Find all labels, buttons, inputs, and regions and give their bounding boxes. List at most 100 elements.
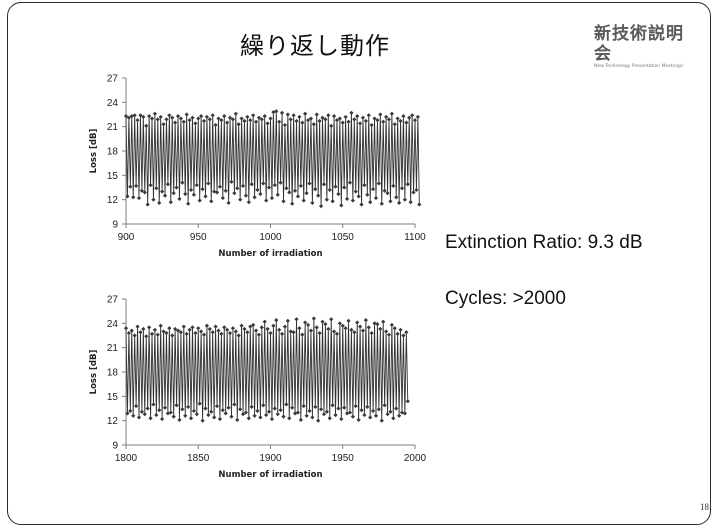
data-point — [168, 410, 173, 415]
data-point — [256, 115, 262, 120]
data-point — [194, 412, 199, 417]
data-point — [408, 200, 413, 205]
data-point — [259, 325, 264, 330]
data-point — [239, 116, 244, 121]
data-point — [188, 416, 194, 421]
data-point — [357, 121, 363, 126]
data-point — [125, 411, 130, 416]
data-point — [284, 402, 289, 407]
data-point — [357, 324, 363, 329]
data-point — [316, 193, 321, 198]
data-point — [355, 114, 360, 119]
data-point — [290, 201, 295, 206]
data-point — [242, 118, 247, 124]
data-point — [404, 120, 409, 125]
data-point — [233, 329, 238, 334]
data-point — [378, 112, 383, 117]
data-point — [346, 318, 351, 323]
data-point — [415, 114, 420, 120]
data-point — [170, 115, 175, 120]
data-point — [353, 189, 358, 194]
data-point — [320, 319, 325, 324]
data-point — [330, 403, 335, 408]
data-point — [375, 118, 380, 123]
data-point — [323, 322, 328, 327]
y-tick-label: 15 — [107, 392, 119, 403]
data-point — [287, 190, 292, 195]
data-point — [311, 316, 316, 321]
data-point — [123, 326, 129, 331]
data-point — [227, 330, 233, 336]
data-point — [225, 327, 230, 332]
extinction-ratio-text: Extinction Ratio: 9.3 dB — [445, 232, 643, 253]
data-point — [223, 411, 228, 416]
data-point — [183, 413, 188, 418]
data-point — [350, 414, 355, 419]
data-point — [397, 200, 402, 206]
data-point — [313, 404, 318, 409]
data-point — [274, 109, 279, 114]
data-point — [402, 411, 407, 416]
data-point — [388, 199, 393, 204]
data-point — [251, 322, 256, 328]
data-point — [324, 409, 329, 414]
data-point — [240, 183, 246, 188]
data-point — [225, 120, 230, 125]
data-point — [175, 114, 181, 119]
data-point — [210, 330, 215, 335]
data-point — [148, 182, 153, 188]
data-point — [359, 408, 364, 413]
data-point — [304, 413, 309, 418]
data-point — [366, 325, 371, 330]
data-point — [134, 403, 139, 409]
data-point — [369, 330, 374, 336]
data-point — [310, 415, 315, 420]
data-point — [381, 119, 386, 124]
data-point — [206, 181, 211, 186]
data-point — [219, 331, 224, 336]
data-point — [157, 408, 162, 413]
data-point — [197, 401, 202, 406]
y-tick-label: 12 — [107, 416, 119, 427]
data-point — [343, 326, 348, 331]
y-tick-label: 21 — [107, 122, 119, 133]
data-point — [320, 115, 325, 120]
data-point — [327, 416, 332, 421]
x-axis-title: Number of irradiation — [218, 249, 322, 259]
data-point — [271, 109, 276, 115]
data-point — [230, 326, 236, 331]
data-point — [255, 408, 260, 414]
data-point — [368, 200, 373, 205]
data-point — [310, 200, 315, 206]
data-point — [412, 118, 418, 123]
data-point — [149, 331, 155, 336]
data-point — [135, 118, 140, 123]
data-point — [154, 186, 159, 191]
data-point — [264, 198, 269, 203]
x-tick-label: 950 — [190, 232, 207, 243]
data-point — [405, 182, 410, 187]
data-point — [158, 323, 163, 328]
data-point — [148, 416, 153, 421]
data-point — [333, 412, 338, 418]
data-point — [350, 198, 355, 203]
data-point — [155, 117, 160, 122]
data-point — [232, 402, 237, 407]
data-point — [290, 405, 295, 410]
data-point — [196, 326, 201, 331]
data-point — [238, 407, 243, 412]
data-point — [193, 121, 198, 126]
y-tick-label: 9 — [112, 441, 118, 452]
data-point — [177, 196, 182, 201]
data-point — [381, 319, 386, 324]
data-point — [370, 408, 376, 414]
data-point — [167, 113, 172, 118]
data-point — [141, 326, 146, 332]
data-point — [129, 114, 134, 119]
data-point — [294, 317, 299, 322]
data-point — [139, 188, 144, 193]
data-point — [259, 117, 264, 122]
data-point — [279, 331, 285, 336]
data-point — [203, 194, 208, 199]
